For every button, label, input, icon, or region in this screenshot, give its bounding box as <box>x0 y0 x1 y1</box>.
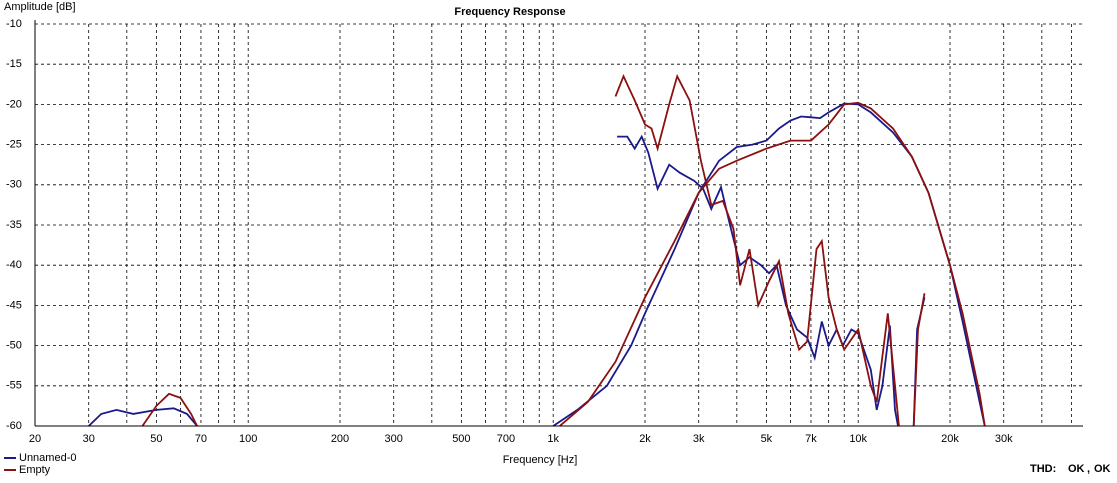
thd-label: THD: <box>1030 463 1056 475</box>
y-axis-label: Amplitude [dB] <box>4 1 76 13</box>
y-tick-label: -15 <box>6 58 22 70</box>
y-tick-label: -30 <box>6 179 22 191</box>
data-line <box>141 101 986 426</box>
chart-title: Frequency Response <box>454 6 565 18</box>
thd-status: OK <box>1094 463 1111 475</box>
data-line <box>614 73 926 426</box>
y-tick-label: -45 <box>6 299 22 311</box>
x-tick-label: 3k <box>693 433 705 445</box>
x-tick-label: 1k <box>547 433 559 445</box>
legend-label: Empty <box>19 464 51 476</box>
x-tick-label: 300 <box>385 433 403 445</box>
x-tick-label: 200 <box>331 433 349 445</box>
x-tick-label: 7k <box>805 433 817 445</box>
y-tick-label: -10 <box>6 18 22 30</box>
y-tick-label: -25 <box>6 139 22 151</box>
x-tick-label: 2k <box>639 433 651 445</box>
y-tick-label: -20 <box>6 98 22 110</box>
y-tick-label: -35 <box>6 219 22 231</box>
x-tick-label: 50 <box>150 433 162 445</box>
x-tick-label: 30 <box>83 433 95 445</box>
x-tick-label: 100 <box>239 433 257 445</box>
y-tick-label: -60 <box>6 420 22 432</box>
x-tick-label: 70 <box>195 433 207 445</box>
x-tick-label: 500 <box>452 433 470 445</box>
x-tick-label: 10k <box>849 433 867 445</box>
thd-status: OK <box>1068 463 1085 475</box>
x-tick-label: 30k <box>995 433 1013 445</box>
y-tick-label: -40 <box>6 259 22 271</box>
data-line <box>88 102 986 426</box>
separator: , <box>1087 463 1090 475</box>
x-tick-label: 20k <box>941 433 959 445</box>
x-tick-label: 700 <box>497 433 515 445</box>
grid <box>34 23 1083 427</box>
x-tick-label: 20 <box>29 433 41 445</box>
plot <box>88 73 986 426</box>
y-tick-label: -55 <box>6 380 22 392</box>
y-tick-label: -50 <box>6 340 22 352</box>
x-tick-label: 5k <box>761 433 773 445</box>
x-axis-label: Frequency [Hz] <box>503 454 578 466</box>
legend-label: Unnamed-0 <box>19 452 76 464</box>
